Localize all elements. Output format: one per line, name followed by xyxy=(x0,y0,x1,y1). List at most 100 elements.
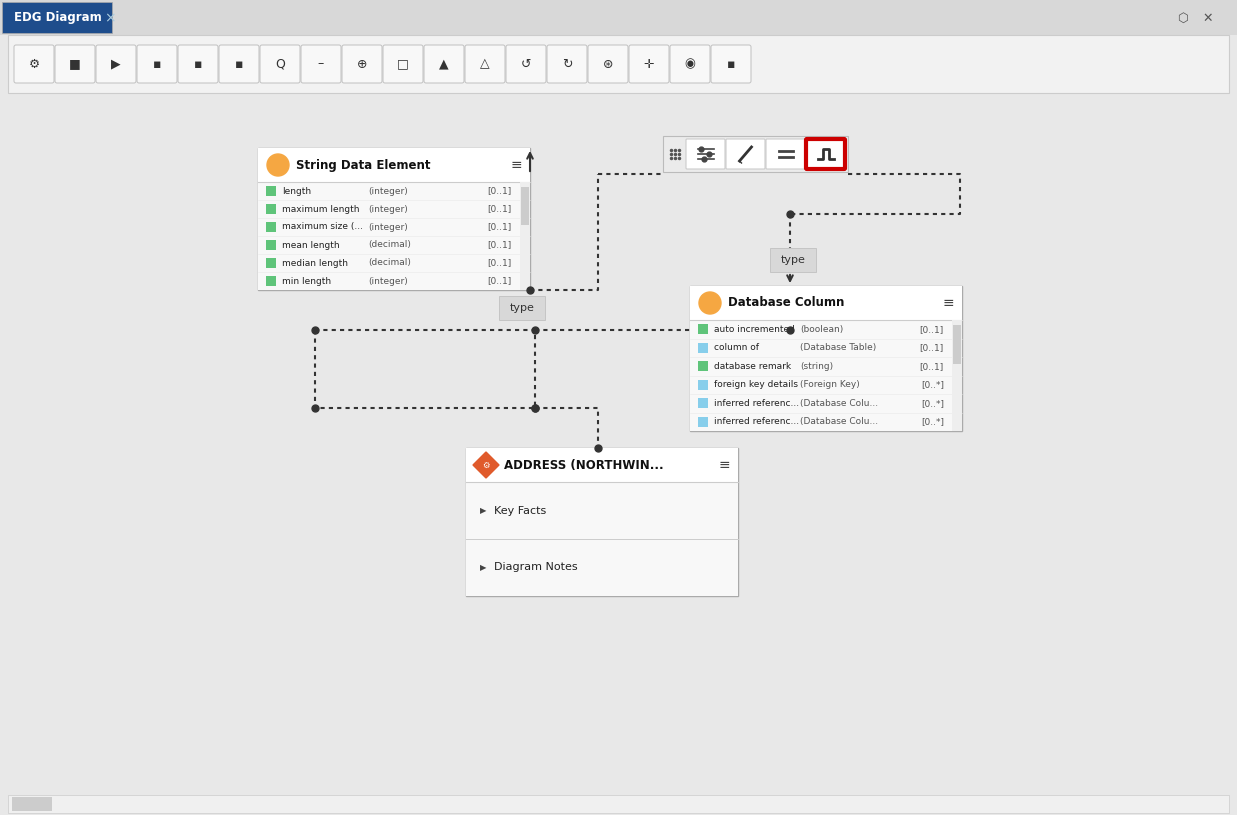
Bar xyxy=(266,186,276,196)
Text: (boolean): (boolean) xyxy=(800,324,844,334)
Text: mean length: mean length xyxy=(282,240,340,249)
Bar xyxy=(698,324,708,334)
Text: [0..1]: [0..1] xyxy=(920,362,944,371)
Text: ▪: ▪ xyxy=(727,58,735,71)
Bar xyxy=(2,2,113,33)
Text: column of: column of xyxy=(714,343,760,352)
Bar xyxy=(952,320,962,431)
Text: [0..*]: [0..*] xyxy=(922,399,944,408)
FancyBboxPatch shape xyxy=(260,45,301,83)
Text: maximum size (...: maximum size (... xyxy=(282,222,362,231)
Text: Key Facts: Key Facts xyxy=(494,505,547,516)
Bar xyxy=(266,240,276,250)
Text: [0..1]: [0..1] xyxy=(487,276,512,285)
FancyBboxPatch shape xyxy=(137,45,177,83)
Text: type: type xyxy=(510,303,534,313)
Text: ADDRESS (NORTHWIN...: ADDRESS (NORTHWIN... xyxy=(503,459,663,472)
FancyBboxPatch shape xyxy=(383,45,423,83)
Bar xyxy=(698,416,708,427)
Text: △: △ xyxy=(480,58,490,71)
Bar xyxy=(466,482,738,596)
FancyBboxPatch shape xyxy=(54,45,95,83)
Text: ▶: ▶ xyxy=(480,506,486,515)
Text: Diagram Notes: Diagram Notes xyxy=(494,562,578,572)
Bar xyxy=(521,187,529,225)
Bar xyxy=(663,136,849,172)
Bar xyxy=(266,276,276,286)
Text: [0..1]: [0..1] xyxy=(920,343,944,352)
Bar xyxy=(266,222,276,232)
Text: ◉: ◉ xyxy=(684,58,695,71)
Text: (Database Colu...: (Database Colu... xyxy=(800,399,878,408)
Text: (decimal): (decimal) xyxy=(367,258,411,267)
Text: (string): (string) xyxy=(800,362,834,371)
Text: (integer): (integer) xyxy=(367,187,408,196)
FancyBboxPatch shape xyxy=(726,139,764,169)
Text: ▪: ▪ xyxy=(235,58,244,71)
Bar xyxy=(0,0,1237,35)
Text: String Data Element: String Data Element xyxy=(296,158,430,171)
Text: –: – xyxy=(318,58,324,71)
Bar xyxy=(266,204,276,214)
Text: ≡: ≡ xyxy=(510,158,522,172)
FancyBboxPatch shape xyxy=(14,45,54,83)
Text: ▶: ▶ xyxy=(480,563,486,572)
Text: min length: min length xyxy=(282,276,332,285)
Bar xyxy=(259,148,529,182)
FancyBboxPatch shape xyxy=(588,45,628,83)
Bar xyxy=(266,258,276,268)
Bar xyxy=(466,448,738,596)
Text: [0..1]: [0..1] xyxy=(920,324,944,334)
Text: ×: × xyxy=(104,11,115,25)
Text: inferred referenc...: inferred referenc... xyxy=(714,417,799,426)
Text: ↺: ↺ xyxy=(521,58,531,71)
Text: ↻: ↻ xyxy=(562,58,573,71)
Text: ⚙: ⚙ xyxy=(482,460,490,469)
Bar xyxy=(7,95,1230,805)
Bar xyxy=(690,320,962,431)
Text: ✕: ✕ xyxy=(1202,11,1212,24)
Text: ≡: ≡ xyxy=(943,296,954,310)
FancyBboxPatch shape xyxy=(506,45,546,83)
Bar xyxy=(499,296,546,320)
Bar xyxy=(698,399,708,408)
Bar xyxy=(315,330,534,408)
FancyBboxPatch shape xyxy=(219,45,259,83)
FancyBboxPatch shape xyxy=(807,139,845,169)
FancyBboxPatch shape xyxy=(687,139,725,169)
Text: ■: ■ xyxy=(69,58,80,71)
FancyBboxPatch shape xyxy=(547,45,588,83)
Text: [0..*]: [0..*] xyxy=(922,381,944,390)
Text: maximum length: maximum length xyxy=(282,205,360,214)
FancyBboxPatch shape xyxy=(766,139,805,169)
Text: ▲: ▲ xyxy=(439,58,449,71)
Text: □: □ xyxy=(397,58,409,71)
Text: [0..1]: [0..1] xyxy=(487,258,512,267)
Text: (integer): (integer) xyxy=(367,222,408,231)
Bar xyxy=(7,35,1230,93)
Text: [0..1]: [0..1] xyxy=(487,187,512,196)
Text: (Database Colu...: (Database Colu... xyxy=(800,417,878,426)
Bar xyxy=(698,343,708,353)
Text: ▪: ▪ xyxy=(152,58,161,71)
Text: ⊕: ⊕ xyxy=(356,58,367,71)
Bar xyxy=(690,286,962,320)
Bar xyxy=(7,795,1230,813)
Text: ▶: ▶ xyxy=(111,58,121,71)
Bar xyxy=(698,361,708,372)
FancyBboxPatch shape xyxy=(670,45,710,83)
Text: ⚙: ⚙ xyxy=(28,58,40,71)
Text: (integer): (integer) xyxy=(367,205,408,214)
Text: (Database Table): (Database Table) xyxy=(800,343,876,352)
Text: median length: median length xyxy=(282,258,348,267)
Text: inferred referenc...: inferred referenc... xyxy=(714,399,799,408)
Text: type: type xyxy=(781,255,805,265)
FancyBboxPatch shape xyxy=(341,45,382,83)
Text: Database Column: Database Column xyxy=(729,297,845,310)
Text: [0..1]: [0..1] xyxy=(487,205,512,214)
Text: ▪: ▪ xyxy=(194,58,203,71)
Text: ≡: ≡ xyxy=(719,458,730,472)
Text: EDG Diagram: EDG Diagram xyxy=(14,11,101,24)
Text: [0..1]: [0..1] xyxy=(487,222,512,231)
Text: ✛: ✛ xyxy=(643,58,654,71)
